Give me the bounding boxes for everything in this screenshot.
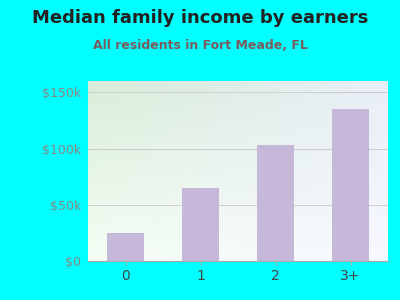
Bar: [257, 145, 294, 261]
Bar: [332, 109, 369, 261]
Text: Median family income by earners: Median family income by earners: [32, 9, 368, 27]
Bar: [182, 188, 219, 261]
Text: All residents in Fort Meade, FL: All residents in Fort Meade, FL: [92, 39, 308, 52]
Bar: [107, 233, 144, 261]
